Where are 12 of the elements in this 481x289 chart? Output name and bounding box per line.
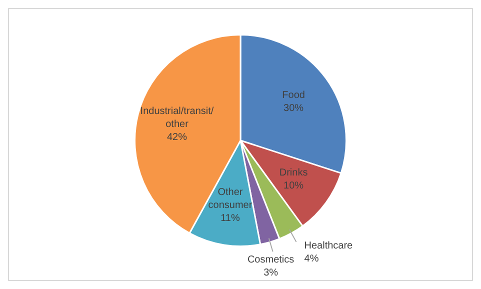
data-label: 11% xyxy=(220,213,240,224)
slice-label: Healthcare xyxy=(304,240,354,252)
slice-label: Food xyxy=(282,90,305,102)
slice-label: Cosmetics xyxy=(247,254,294,266)
data-label: 4% xyxy=(304,254,319,265)
data-label: 3% xyxy=(264,267,278,278)
data-label: 30% xyxy=(284,103,304,114)
slice-label: Drinks xyxy=(279,167,308,178)
slice-label: Industrial/transit/other xyxy=(140,106,214,130)
data-label: 10% xyxy=(284,180,304,192)
data-label: 42% xyxy=(166,132,188,143)
slice-label: Other consumer xyxy=(208,187,253,212)
